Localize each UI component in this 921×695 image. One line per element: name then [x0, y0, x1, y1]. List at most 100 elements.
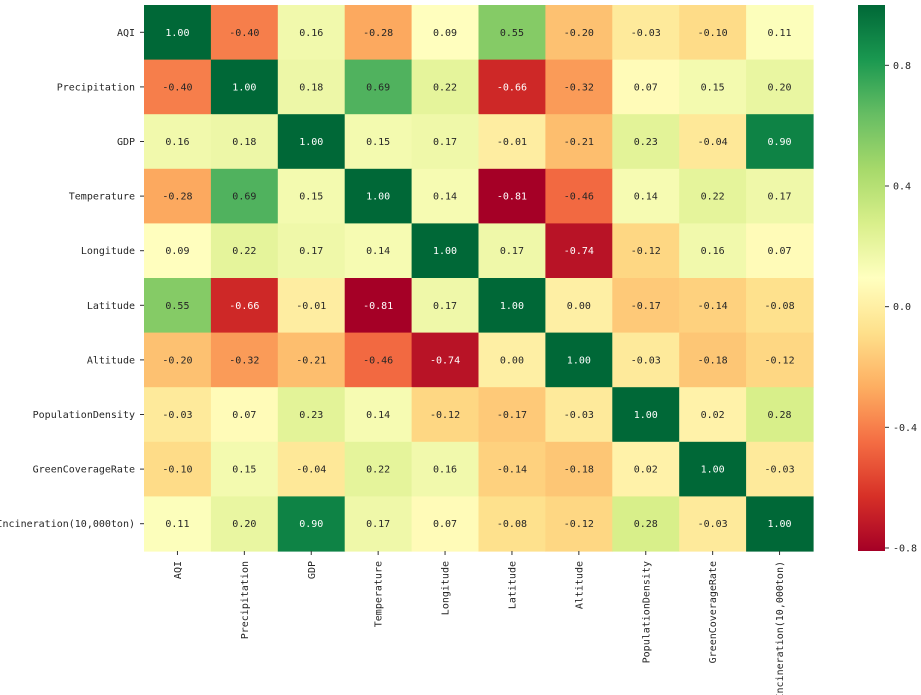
heatmap-cell [210, 223, 279, 279]
heatmap-cell [144, 223, 212, 279]
y-tick-label: PopulationDensity [33, 410, 135, 421]
heatmap-cell [746, 496, 814, 552]
heatmap-cell [210, 59, 279, 115]
colorbar-tick-label: -0.8 [893, 543, 917, 554]
cell-value-label: 0.09 [165, 246, 189, 257]
cell-value-label: -0.14 [497, 465, 527, 476]
x-tick-label: PopulationDensity [641, 561, 652, 663]
heatmap-cell [478, 168, 546, 224]
heatmap-cell [144, 496, 212, 552]
heatmap-cell [478, 59, 546, 115]
colorbar-tick-label: 0.8 [893, 61, 911, 72]
x-axis-labels: AQI Precipitation GDP Temperature Longitude L… [173, 551, 786, 695]
cell-value-label: 0.11 [768, 28, 792, 39]
cell-value-label: 1.00 [701, 465, 725, 476]
cell-value-label: 0.55 [165, 301, 189, 312]
heatmap-cell [144, 5, 212, 61]
heatmap-cell [612, 223, 680, 279]
heatmap-cell [679, 59, 747, 115]
heatmap-cell [277, 5, 346, 61]
heatmap-cell [344, 278, 413, 334]
y-tick-label: Longitude [81, 246, 135, 257]
cell-value-label: -0.10 [698, 28, 728, 39]
cell-value-label: 0.00 [567, 301, 591, 312]
heatmap-cell [545, 223, 613, 279]
cell-value-label: -0.03 [564, 410, 594, 421]
colorbar-tick-label: -0.4 [893, 423, 917, 434]
heatmap-cell [545, 332, 613, 388]
heatmap-cell [612, 441, 680, 497]
heatmap-cell [545, 387, 613, 443]
cell-value-label: -0.32 [564, 82, 594, 93]
heatmap-cell [478, 5, 546, 61]
cell-value-label: -0.01 [497, 137, 527, 148]
cell-value-label: 0.15 [299, 192, 323, 203]
heatmap-cell [277, 168, 346, 224]
cell-value-label: 0.69 [366, 82, 390, 93]
heatmap-cell [545, 441, 613, 497]
cell-value-label: 0.16 [701, 246, 725, 257]
y-tick-label: Temperature [69, 192, 135, 203]
cell-value-label: -0.12 [631, 246, 661, 257]
heatmap-cell [344, 223, 413, 279]
cell-value-label: 1.00 [165, 28, 189, 39]
cell-value-label: -0.20 [162, 355, 192, 366]
cell-value-label: 0.15 [701, 82, 725, 93]
heatmap-cell [545, 168, 613, 224]
cell-value-label: 0.07 [768, 246, 792, 257]
heatmap-cell [344, 59, 413, 115]
heatmap-cell [277, 223, 346, 279]
cell-value-label: -0.40 [229, 28, 259, 39]
cell-value-label: 0.07 [433, 519, 457, 530]
heatmap-cell [277, 387, 346, 443]
x-tick-label: AQI [173, 561, 184, 579]
heatmap-cell [210, 278, 279, 334]
heatmap-cell [612, 168, 680, 224]
heatmap-cell [746, 278, 814, 334]
cell-value-label: 0.28 [634, 519, 658, 530]
cell-value-label: -0.21 [296, 355, 326, 366]
heatmap-cell [478, 114, 546, 170]
heatmap-cell [478, 332, 546, 388]
cell-value-label: 0.07 [634, 82, 658, 93]
heatmap-cell [344, 332, 413, 388]
x-tick-label: GDP [307, 561, 318, 579]
x-tick-label: Altitude [574, 561, 585, 609]
heatmap-cell [612, 114, 680, 170]
cell-value-label: 0.90 [299, 519, 323, 530]
heatmap-cell [746, 114, 814, 170]
cell-value-label: -0.74 [430, 355, 460, 366]
heatmap-cell [612, 59, 680, 115]
y-tick-label: AQI [117, 28, 135, 39]
heatmap-cell [612, 387, 680, 443]
cell-value-label: 1.00 [768, 519, 792, 530]
cell-value-label: 0.69 [232, 192, 256, 203]
x-tick-label: Precipitation [240, 561, 251, 639]
y-tick-label: Latitude [87, 301, 135, 312]
heatmap-cell [746, 59, 814, 115]
cell-value-label: 1.00 [433, 246, 457, 257]
cell-value-label: 0.22 [232, 246, 256, 257]
heatmap-cell [210, 496, 279, 552]
cell-value-label: 0.02 [701, 410, 725, 421]
cell-value-label: 0.16 [299, 28, 323, 39]
cell-value-label: 0.90 [768, 137, 792, 148]
heatmap-cell [210, 5, 279, 61]
heatmap-cell [411, 496, 480, 552]
heatmap-cell [144, 441, 212, 497]
heatmap-cell [277, 496, 346, 552]
heatmap-cell [411, 59, 480, 115]
cell-value-label: 1.00 [232, 82, 256, 93]
cell-value-label: -0.10 [162, 465, 192, 476]
cell-value-label: -0.20 [564, 28, 594, 39]
heatmap-cell [210, 441, 279, 497]
cell-value-label: -0.08 [764, 301, 794, 312]
cell-value-label: 0.20 [232, 519, 256, 530]
colorbar-tick-label: 0.4 [893, 181, 911, 192]
heatmap-cell [344, 387, 413, 443]
cell-value-label: 0.16 [433, 465, 457, 476]
cell-value-label: 0.14 [634, 192, 658, 203]
cell-value-label: -0.17 [631, 301, 661, 312]
cell-value-label: 0.17 [366, 519, 390, 530]
